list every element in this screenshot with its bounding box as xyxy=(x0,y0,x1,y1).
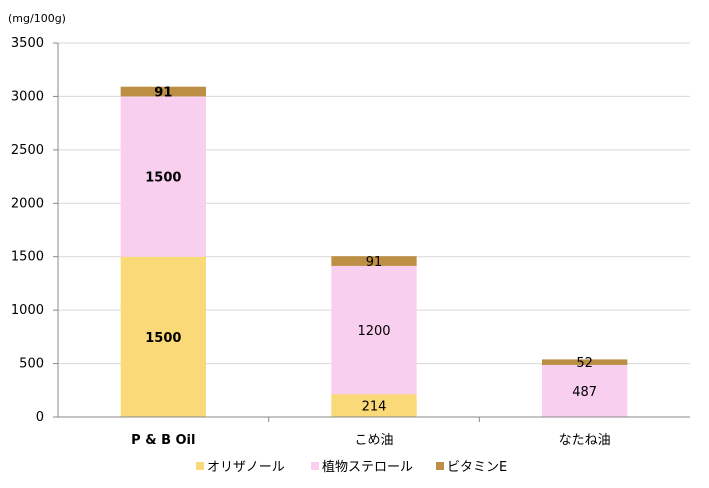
data-label: 1500 xyxy=(145,171,181,186)
y-tick-label: 2500 xyxy=(11,143,44,158)
bar-segment xyxy=(331,256,417,266)
y-axis-ticks: 0 500 1000 1500 2000 2500 3000 3500 xyxy=(11,36,58,425)
data-label: 91 xyxy=(366,255,383,270)
bars: 1500 1500 91 214 1200 91 487 52 xyxy=(120,86,628,417)
x-category-label: こめ油 xyxy=(354,433,393,448)
data-label: 214 xyxy=(362,400,387,415)
legend-label: 植物ステロール xyxy=(322,460,413,475)
y-tick-label: 3000 xyxy=(11,89,44,104)
axes xyxy=(57,43,690,422)
legend-swatch xyxy=(436,462,444,470)
legend-swatch xyxy=(311,462,319,470)
legend-label: オリザノール xyxy=(207,460,285,475)
bar-segment xyxy=(542,359,628,365)
y-tick-label: 1500 xyxy=(11,250,44,265)
x-category-label: なたね油 xyxy=(559,433,611,448)
y-tick-label: 0 xyxy=(36,410,44,425)
bar-segment xyxy=(120,256,206,417)
data-label: 487 xyxy=(572,385,597,400)
legend-swatch xyxy=(196,462,204,470)
bar-segment xyxy=(120,96,206,257)
data-label: 52 xyxy=(576,356,593,371)
y-tick-label: 500 xyxy=(19,357,44,372)
y-tick-label: 1000 xyxy=(11,303,44,318)
bar-segment xyxy=(542,364,628,417)
data-label: 1500 xyxy=(145,331,181,346)
y-unit-label: (mg/100g) xyxy=(8,12,66,25)
bar-segment xyxy=(120,86,206,97)
y-tick-label: 2000 xyxy=(11,196,44,211)
x-category-label: P & B Oil xyxy=(131,433,195,448)
legend: オリザノール 植物ステロール ビタミンE xyxy=(196,460,507,475)
x-axis-categories: P & B Oil こめ油 なたね油 xyxy=(131,433,611,448)
data-label: 91 xyxy=(154,86,172,101)
y-tick-label: 3500 xyxy=(11,36,44,51)
data-label: 1200 xyxy=(357,324,390,339)
bar-segment xyxy=(331,394,417,417)
bar-segment xyxy=(331,265,417,395)
legend-label: ビタミンE xyxy=(447,460,507,475)
